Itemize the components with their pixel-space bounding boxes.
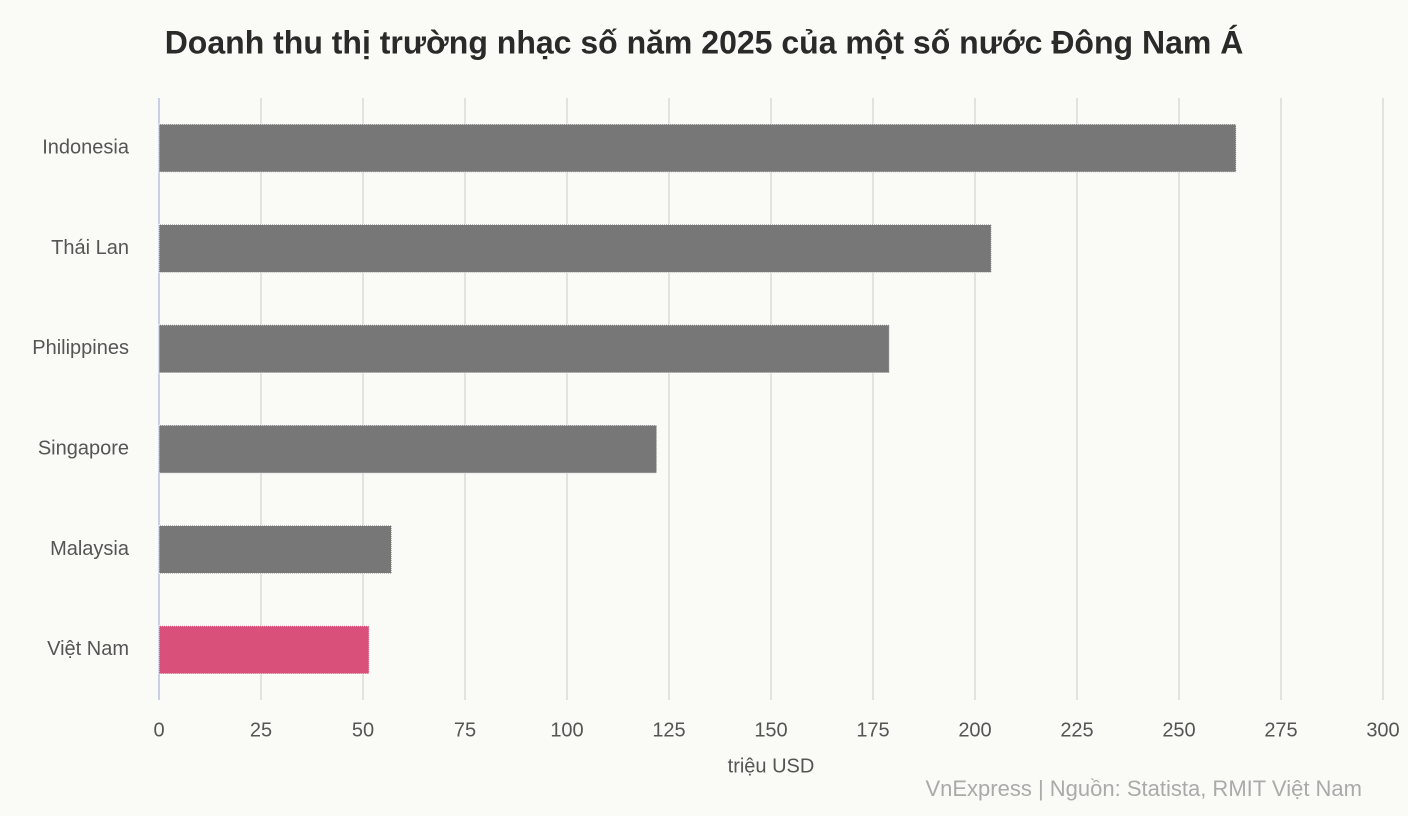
y-tick-label: Philippines xyxy=(32,337,129,359)
bar xyxy=(158,123,1237,173)
x-tick-label: 25 xyxy=(250,719,272,741)
bar xyxy=(158,224,992,273)
y-tick-label: Thái Lan xyxy=(51,237,129,259)
x-tick-label: 225 xyxy=(1060,719,1093,741)
x-tick-label: 125 xyxy=(652,719,685,741)
x-tick-label: 0 xyxy=(153,719,164,741)
x-tick-label: 100 xyxy=(550,719,583,741)
y-tick-label: Indonesia xyxy=(42,136,130,158)
chart-title: Doanh thu thị trường nhạc số năm 2025 củ… xyxy=(165,24,1244,60)
bar xyxy=(158,424,658,474)
x-tick-label: 75 xyxy=(454,719,476,741)
bar xyxy=(158,324,890,374)
x-tick-label: 300 xyxy=(1366,719,1399,741)
x-tick-label: 275 xyxy=(1264,719,1297,741)
bar xyxy=(158,525,393,574)
source: VnExpress | Nguồn: Statista, RMIT Việt N… xyxy=(925,776,1362,801)
x-tick-label: 175 xyxy=(856,719,889,741)
x-tick-label: 150 xyxy=(754,719,787,741)
x-tick-label: 200 xyxy=(958,719,991,741)
bar xyxy=(158,625,370,675)
y-tick-label: Singapore xyxy=(38,437,129,459)
y-tick-label: Việt Nam xyxy=(47,638,129,660)
x-axis-label: triệu USD xyxy=(728,755,815,777)
x-tick-label: 250 xyxy=(1162,719,1195,741)
x-tick-label: 50 xyxy=(352,719,374,741)
y-tick-label: Malaysia xyxy=(50,538,130,560)
